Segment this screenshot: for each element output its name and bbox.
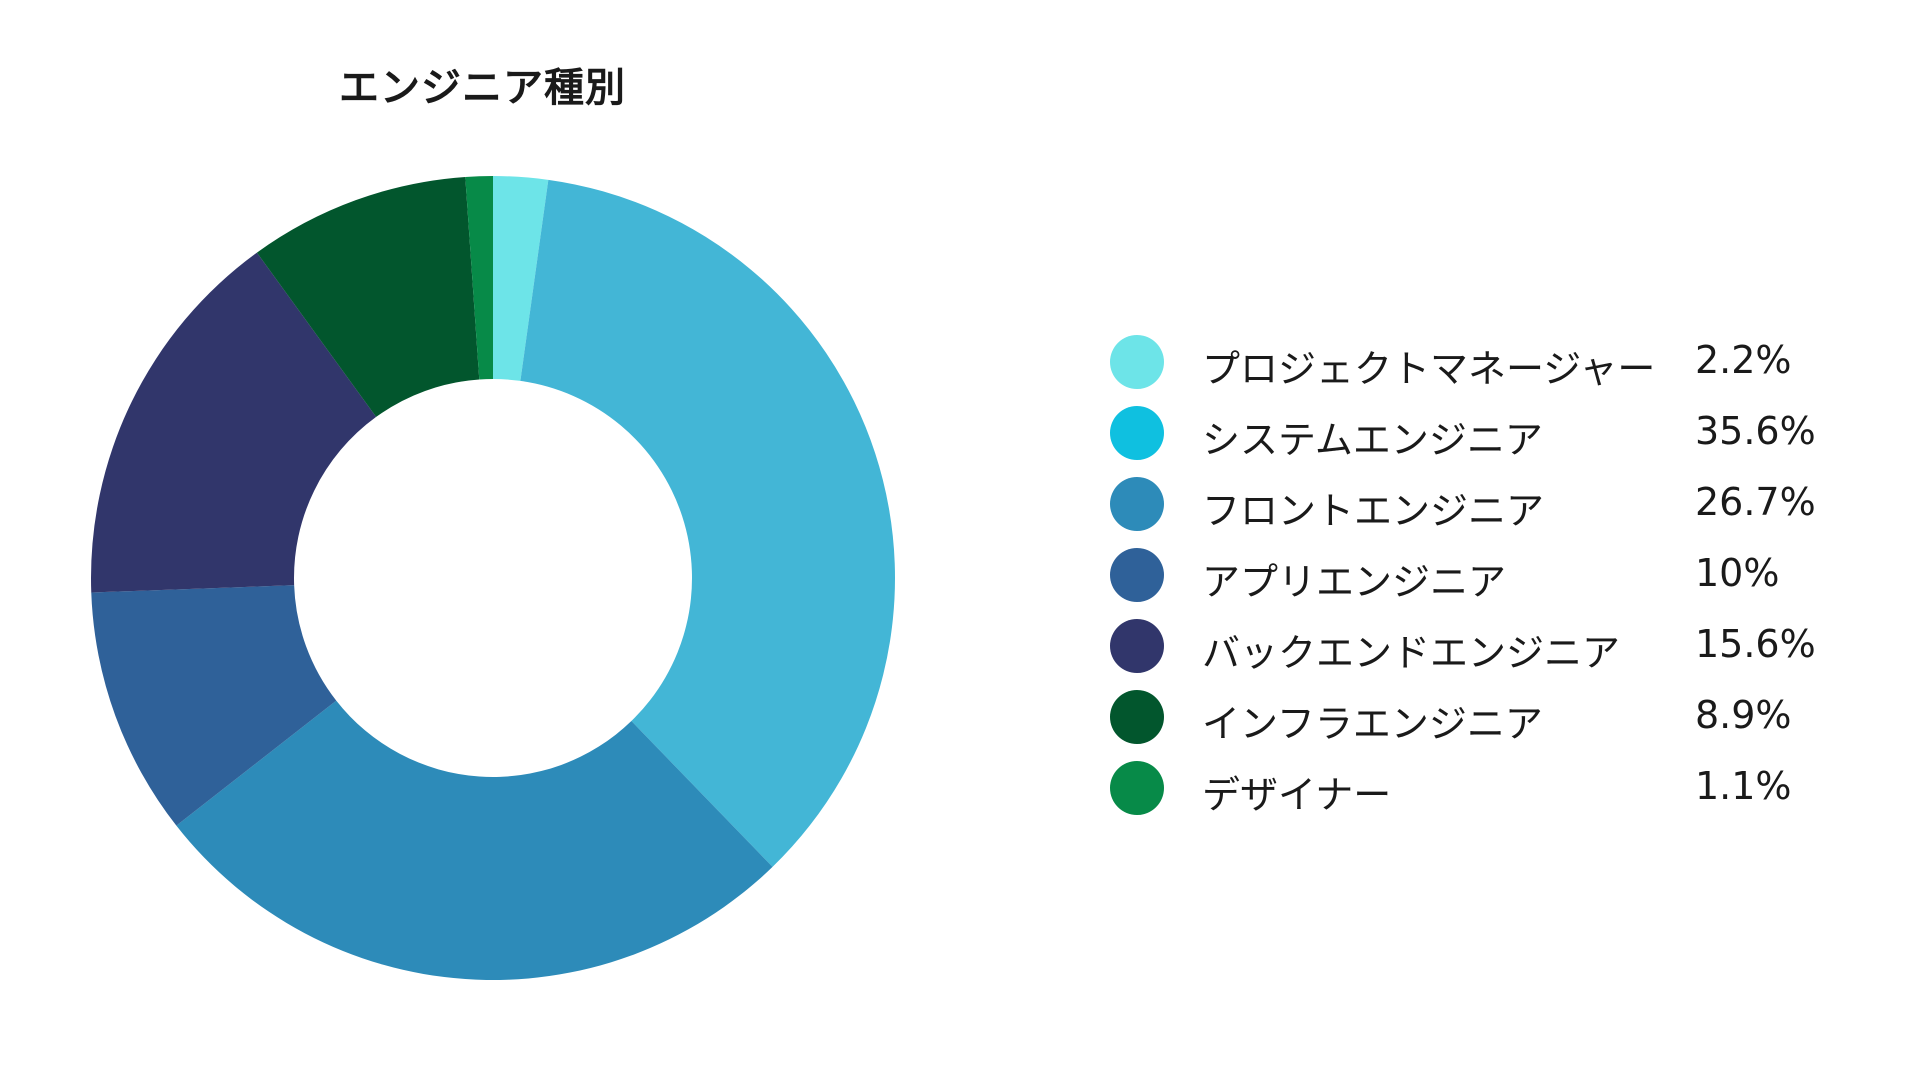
legend-label: インフラエンジニア: [1202, 702, 1543, 746]
legend-item: デザイナー 1.1%: [1110, 756, 1830, 827]
legend-label: プロジェクトマネージャー: [1202, 347, 1656, 391]
legend-label: システムエンジニア: [1202, 418, 1543, 462]
legend-label: デザイナー: [1202, 773, 1392, 817]
legend-value: 8.9%: [1695, 693, 1792, 737]
legend-item: バックエンドエンジニア 15.6%: [1110, 614, 1830, 685]
donut-slice-5: [91, 252, 377, 593]
legend-swatch: [1110, 335, 1164, 389]
legend-label: フロントエンジニア: [1202, 489, 1545, 533]
donut-slice-6: [256, 176, 480, 417]
legend-swatch: [1110, 761, 1164, 815]
legend-value: 1.1%: [1695, 764, 1792, 808]
legend-value: 26.7%: [1695, 480, 1816, 524]
donut-slice-3: [176, 700, 773, 980]
legend-item: フロントエンジニア 26.7%: [1110, 472, 1830, 543]
legend-swatch: [1110, 619, 1164, 673]
legend-item: インフラエンジニア 8.9%: [1110, 685, 1830, 756]
legend-value: 35.6%: [1695, 409, 1816, 453]
donut-slice-7: [465, 176, 493, 380]
legend-item: システムエンジニア 35.6%: [1110, 401, 1830, 472]
legend-label: バックエンドエンジニア: [1202, 631, 1621, 675]
donut-slice-2: [520, 179, 896, 867]
legend-swatch: [1110, 477, 1164, 531]
legend-swatch: [1110, 690, 1164, 744]
chart-title: エンジニア種別: [339, 65, 626, 111]
legend-item: アプリエンジニア 10%: [1110, 543, 1830, 614]
legend-value: 10%: [1695, 551, 1780, 595]
legend-value: 2.2%: [1695, 338, 1792, 382]
legend-label: アプリエンジニア: [1202, 560, 1507, 604]
legend-swatch: [1110, 548, 1164, 602]
legend-item: プロジェクトマネージャー 2.2%: [1110, 330, 1830, 401]
donut-slice-4: [91, 585, 337, 826]
legend: プロジェクトマネージャー 2.2% システムエンジニア 35.6% フロントエンジニア 2…: [1110, 330, 1830, 827]
donut-slice-1: [493, 176, 549, 381]
legend-value: 15.6%: [1695, 622, 1816, 666]
legend-swatch: [1110, 406, 1164, 460]
